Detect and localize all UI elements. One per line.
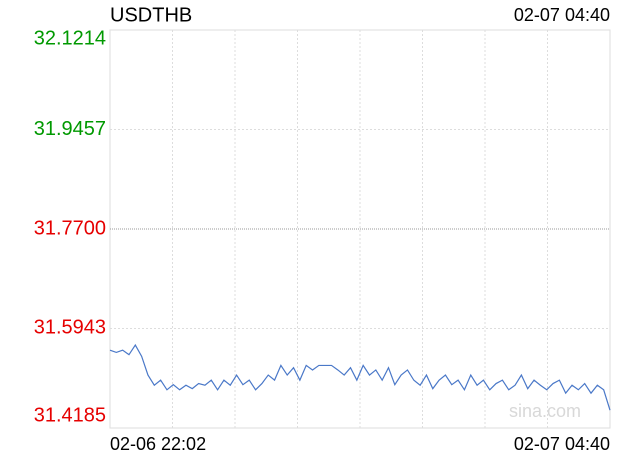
y-tick-label: 31.4185 bbox=[34, 404, 106, 426]
watermark: sina.com bbox=[509, 401, 581, 421]
x-tick-label: 02-07 04:40 bbox=[514, 434, 610, 454]
timestamp: 02-07 04:40 bbox=[514, 5, 610, 25]
price-line bbox=[109, 343, 611, 411]
x-tick-label: 02-06 22:02 bbox=[110, 434, 206, 454]
y-tick-label: 32.1214 bbox=[34, 27, 106, 49]
y-tick-label: 31.5943 bbox=[34, 317, 106, 339]
y-tick-label: 31.9457 bbox=[34, 118, 106, 140]
chart-title: USDTHB bbox=[110, 4, 192, 26]
y-tick-label: 31.7700 bbox=[34, 217, 106, 239]
